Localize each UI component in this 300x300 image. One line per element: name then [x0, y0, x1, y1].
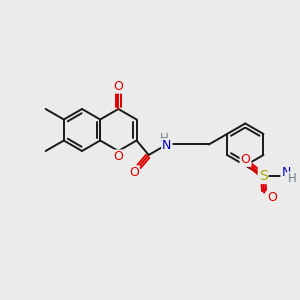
Text: O: O	[241, 153, 250, 166]
Text: H: H	[288, 172, 296, 185]
Text: O: O	[113, 151, 123, 164]
Text: H: H	[160, 132, 168, 145]
Text: O: O	[129, 166, 139, 179]
Text: N: N	[281, 167, 291, 179]
Text: O: O	[113, 80, 123, 93]
Text: O: O	[267, 191, 277, 204]
Text: N: N	[162, 139, 172, 152]
Text: S: S	[259, 169, 268, 183]
